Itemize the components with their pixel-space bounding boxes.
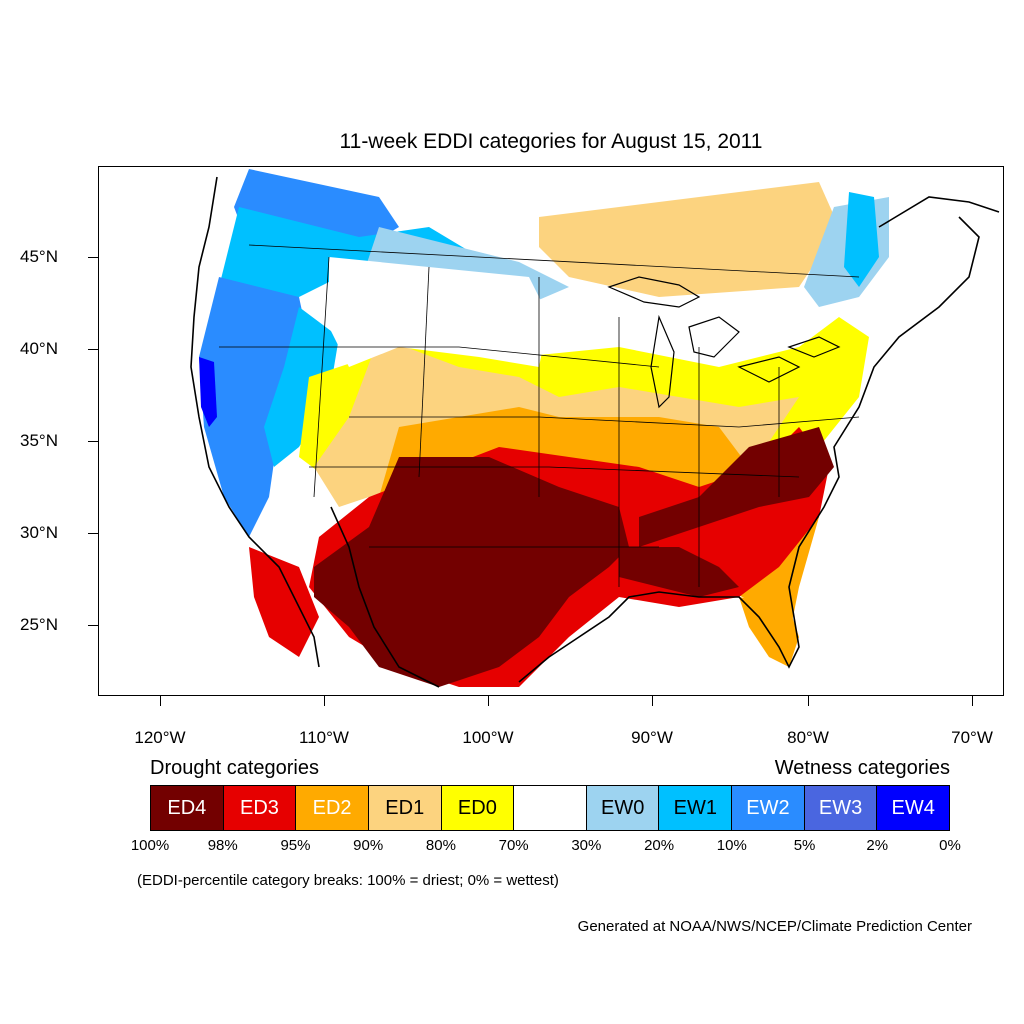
- lat-tick-25: [88, 625, 98, 626]
- legend-box-ed3: ED3: [223, 786, 297, 830]
- drought-heading: Drought categories: [150, 757, 319, 779]
- lon-label-90: 90°W: [631, 728, 673, 747]
- legend-box-ed0: ED0: [441, 786, 515, 830]
- break-label: 95%: [280, 837, 311, 854]
- lat-tick-45: [88, 257, 98, 258]
- map-title: 11-week EDDI categories for August 15, 2…: [339, 130, 763, 153]
- region-ew1-northeast: [844, 192, 879, 287]
- region-north-canada: [229, 167, 1003, 215]
- category-note: (EDDI-percentile category breaks: 100% =…: [137, 872, 559, 889]
- region-normal-mexico: [579, 637, 719, 695]
- lon-label-100: 100°W: [462, 728, 514, 747]
- break-label: 20%: [644, 837, 675, 854]
- region-atlantic: [799, 358, 1003, 695]
- break-label: 10%: [716, 837, 747, 854]
- break-label: 2%: [866, 837, 889, 854]
- legend-box-ed4: ED4: [151, 786, 224, 830]
- map-panel: [98, 166, 1004, 696]
- region-wet-pacific-coast: [199, 277, 314, 537]
- legend-box-ew1: EW1: [659, 786, 733, 830]
- credit-line: Generated at NOAA/NWS/NCEP/Climate Predi…: [577, 918, 972, 935]
- wetness-heading: Wetness categories: [774, 757, 950, 779]
- lat-tick-40: [88, 349, 98, 350]
- state-borders: [219, 244, 860, 587]
- break-label: 70%: [498, 837, 529, 854]
- break-label: 98%: [207, 837, 238, 854]
- legend-box-ew4: EW4: [877, 786, 950, 830]
- lon-tick-110: [324, 696, 325, 706]
- break-label: 80%: [425, 837, 456, 854]
- lon-tick-90: [652, 696, 653, 706]
- great-lakes: [607, 276, 841, 409]
- coastlines: [190, 176, 1000, 688]
- legend-box-normal: [514, 786, 587, 830]
- lat-label-30: 30°N: [20, 523, 58, 542]
- lon-tick-100: [488, 696, 489, 706]
- region-ed4-southern-plains: [314, 457, 629, 687]
- legend-box-ed1: ED1: [368, 786, 442, 830]
- legend-box-ew3: EW3: [804, 786, 878, 830]
- lat-label-35: 35°N: [20, 431, 58, 450]
- break-label: 30%: [571, 837, 602, 854]
- region-ed4-southeast: [639, 427, 834, 547]
- lon-tick-80: [808, 696, 809, 706]
- break-label: 5%: [793, 837, 816, 854]
- break-label: 100%: [130, 837, 170, 854]
- lat-tick-30: [88, 533, 98, 534]
- lat-label-25: 25°N: [20, 615, 58, 634]
- lon-tick-70: [972, 696, 973, 706]
- region-normal-ocean: [99, 167, 279, 695]
- lon-label-70: 70°W: [951, 728, 993, 747]
- lat-tick-35: [88, 441, 98, 442]
- lat-label-40: 40°N: [20, 339, 58, 358]
- legend-box-ew2: EW2: [732, 786, 805, 830]
- lon-label-80: 80°W: [787, 728, 829, 747]
- lat-label-45: 45°N: [20, 247, 58, 266]
- lon-label-120: 120°W: [134, 728, 186, 747]
- legend-colorbar: ED4 ED3 ED2 ED1 ED0 EW0 EW1 EW2 EW3 EW4: [150, 785, 950, 831]
- legend-box-ew0: EW0: [586, 786, 660, 830]
- region-ew4-coast: [199, 357, 217, 427]
- lon-tick-120: [160, 696, 161, 706]
- region-ed3-mexico-west: [249, 547, 319, 657]
- lon-label-110: 110°W: [299, 728, 349, 747]
- legend-box-ed2: ED2: [296, 786, 369, 830]
- region-ed4-gulf: [619, 547, 739, 597]
- eddi-map: [99, 167, 1003, 695]
- region-ed1-canada: [539, 182, 839, 297]
- break-label: 90%: [353, 837, 384, 854]
- region-normal-north-plains: [329, 257, 549, 367]
- break-label: 0%: [939, 837, 961, 854]
